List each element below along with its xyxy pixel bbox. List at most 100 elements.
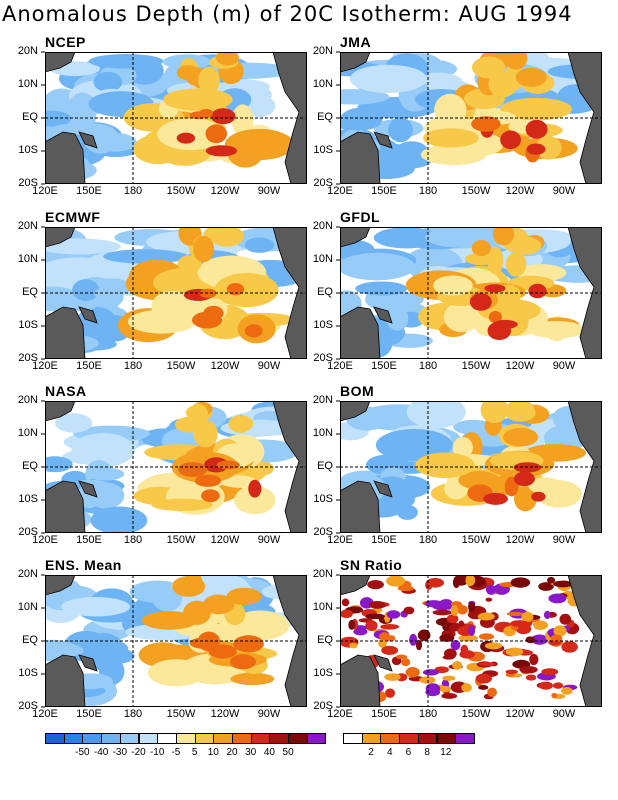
- land-mass: [340, 52, 371, 73]
- anomaly-contour: [510, 236, 542, 255]
- longitude-label: 120E: [32, 708, 58, 720]
- latitude-label: 10S: [313, 144, 333, 156]
- snr-contour: [384, 673, 401, 681]
- panel-title: SN Ratio: [340, 557, 403, 573]
- longitude-label: 150W: [166, 360, 196, 372]
- anomaly-contour: [142, 611, 198, 630]
- anomaly-contour: [147, 659, 206, 687]
- snr-contour: [546, 576, 556, 584]
- snr-contour: [538, 582, 554, 591]
- panel-title: ENS. Mean: [45, 557, 122, 573]
- legend-label: -5: [171, 747, 181, 758]
- latitude-label: EQ: [317, 111, 333, 123]
- anomaly-contour: [71, 433, 135, 467]
- panel-frame: [45, 401, 307, 533]
- legend-swatch: [455, 733, 475, 744]
- land-mass: [45, 480, 86, 533]
- land-mass: [45, 52, 76, 73]
- anomaly-contour: [45, 288, 82, 312]
- legend-swatch: [269, 733, 290, 744]
- snr-contour: [367, 580, 384, 590]
- latitude-label: EQ: [317, 634, 333, 646]
- longitude-label: 120W: [505, 534, 535, 546]
- legend-label: 10: [207, 747, 219, 758]
- land-mass: [272, 401, 307, 533]
- anomaly-contour: [182, 575, 203, 596]
- snr-contour: [386, 610, 401, 619]
- anomaly-contour: [513, 471, 535, 487]
- longitude-label: 120E: [32, 185, 58, 197]
- latitude-label: 20N: [17, 568, 38, 580]
- anomaly-contour: [203, 227, 226, 242]
- longitude-label: 120W: [505, 360, 535, 372]
- anomaly-contour: [505, 252, 527, 277]
- anomaly-contour: [471, 116, 501, 132]
- snr-contour: [538, 681, 554, 690]
- legend-swatch: [417, 733, 438, 744]
- anomaly-contour: [201, 489, 220, 503]
- anomaly-contour: [176, 132, 196, 144]
- snr-contour: [438, 685, 452, 693]
- latitude-label: 10S: [18, 319, 38, 331]
- anomaly-contour: [231, 104, 254, 137]
- panel-frame: [340, 575, 602, 707]
- anomaly-contour: [197, 631, 221, 652]
- snr-contour: [541, 668, 559, 676]
- anomaly-contour: [443, 301, 481, 333]
- snr-contour: [432, 609, 453, 616]
- snr-contour: [525, 674, 537, 681]
- land-mass: [272, 575, 307, 707]
- latitude-label: EQ: [22, 634, 38, 646]
- land-mass: [272, 52, 307, 184]
- longitude-label: 150W: [461, 360, 491, 372]
- anomaly-contour: [234, 485, 276, 515]
- snr-contour: [403, 606, 415, 615]
- snr-contour: [397, 585, 414, 592]
- longitude-label: 90W: [552, 185, 576, 197]
- snr-contour: [424, 600, 443, 608]
- snr-contour: [529, 653, 539, 666]
- snr-contour: [348, 619, 356, 630]
- snr-contour: [559, 613, 572, 625]
- latitude-label: EQ: [22, 111, 38, 123]
- snr-contour: [419, 676, 436, 684]
- legend-swatch: [175, 733, 196, 744]
- latitude-label: 20S: [18, 526, 38, 538]
- longitude-label: 90W: [552, 360, 576, 372]
- snr-contour: [456, 604, 468, 615]
- anomaly-contour: [458, 470, 500, 490]
- anomaly-contour: [505, 404, 536, 422]
- latitude-label: 10N: [312, 253, 333, 265]
- snr-contour: [417, 629, 431, 641]
- panel-title: BOM: [340, 383, 375, 399]
- map-plot: [336, 226, 602, 360]
- snr-contour: [426, 577, 445, 588]
- map-plot: [41, 400, 307, 534]
- snr-contour: [510, 577, 531, 588]
- land-mass: [45, 131, 86, 184]
- map-plot: [41, 574, 307, 708]
- snr-contour: [510, 620, 529, 627]
- snr-contour: [368, 601, 386, 609]
- legend-swatch: [306, 733, 327, 744]
- longitude-label: 180: [123, 534, 143, 546]
- snr-contour: [365, 613, 385, 620]
- latitude-label: 10N: [17, 427, 38, 439]
- panel-frame: [340, 52, 602, 184]
- snr-contour: [468, 601, 476, 612]
- snr-contour: [548, 593, 567, 604]
- legend-swatch: [250, 733, 271, 744]
- land-mass: [78, 654, 98, 672]
- latitude-label: 10N: [17, 78, 38, 90]
- longitude-label: 90W: [257, 708, 281, 720]
- anomaly-contour: [423, 128, 479, 148]
- anomaly-contour: [373, 227, 440, 249]
- anomaly-contour: [492, 319, 518, 329]
- anomaly-contour: [93, 71, 123, 92]
- panel-frame: [45, 227, 307, 359]
- latitude-label: 20S: [313, 700, 333, 712]
- latitude-label: 20N: [312, 45, 333, 57]
- snr-contour: [452, 576, 460, 589]
- snr-contour: [553, 625, 567, 637]
- longitude-label: 180: [123, 185, 143, 197]
